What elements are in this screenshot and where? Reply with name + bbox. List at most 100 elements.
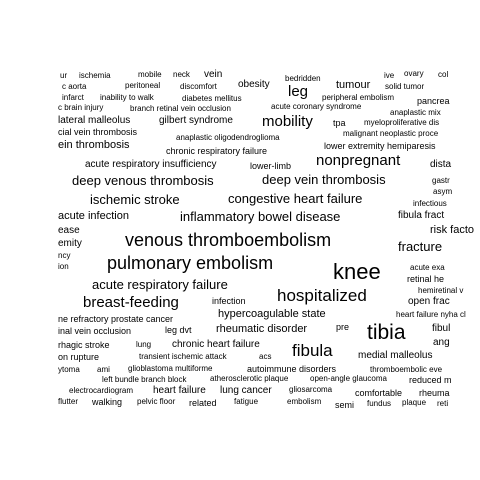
word-cloud-term: fatigue <box>234 397 259 406</box>
word-cloud-term: discomfort <box>180 82 217 91</box>
word-cloud-term: ne refractory prostate cancer <box>58 314 174 324</box>
word-cloud-term: inflammatory bowel disease <box>180 209 341 224</box>
word-cloud-term: hypercoagulable state <box>218 308 326 320</box>
word-cloud-term: medial malleolus <box>358 350 433 361</box>
word-cloud-term: open-angle glaucoma <box>310 374 387 383</box>
word-cloud-term: tumour <box>336 79 371 91</box>
word-cloud-term: left bundle branch block <box>102 375 187 384</box>
word-cloud-term: semi <box>335 400 355 410</box>
word-cloud-term: ein thrombosis <box>58 139 130 151</box>
word-cloud-term: tpa <box>333 118 346 128</box>
word-cloud-term: walking <box>92 397 123 407</box>
word-cloud-term: ease <box>58 225 80 236</box>
word-cloud-term: chronic respiratory failure <box>166 146 268 156</box>
word-cloud-term: asym <box>433 187 453 196</box>
word-cloud-term: breast-feeding <box>83 294 179 311</box>
word-cloud-term: embolism <box>287 397 322 406</box>
word-cloud-term: fundus <box>367 399 392 408</box>
word-cloud-term: anaplastic mix <box>390 108 441 117</box>
word-cloud-term: inal vein occlusion <box>58 326 132 336</box>
word-cloud-term: acute coronary syndrome <box>271 102 362 111</box>
word-cloud-term: ncy <box>58 251 71 260</box>
word-cloud-term: rheuma <box>419 388 450 398</box>
word-cloud-term: related <box>189 398 217 408</box>
word-cloud-term: on rupture <box>58 352 100 362</box>
word-cloud-term: lower-limb <box>250 161 292 171</box>
word-cloud-term: cial vein thrombosis <box>58 127 138 137</box>
word-cloud-term: acs <box>259 352 272 361</box>
word-cloud-term: mobility <box>262 113 313 130</box>
word-cloud-term: congestive heart failure <box>228 191 363 206</box>
word-cloud-term: c brain injury <box>58 103 104 112</box>
word-cloud-term: acute respiratory failure <box>92 277 228 292</box>
word-cloud-term: leg <box>288 83 309 100</box>
word-cloud-term: atherosclerotic plaque <box>210 374 289 383</box>
word-cloud-term: ovary <box>404 69 424 78</box>
word-cloud-term: ur <box>60 71 68 80</box>
word-cloud-term: reduced m <box>409 375 452 385</box>
word-cloud-term: lower extremity hemiparesis <box>324 141 436 151</box>
word-cloud-term: fibula <box>292 341 333 360</box>
word-cloud-term: retinal he <box>407 274 445 284</box>
word-cloud-term: vein <box>204 69 223 80</box>
word-cloud-term: malignant neoplastic proce <box>343 129 439 138</box>
word-cloud-term: leg dvt <box>165 325 192 335</box>
word-cloud-term: ischemic stroke <box>90 192 180 207</box>
word-cloud-term: fracture <box>398 239 443 254</box>
word-cloud-term: acute respiratory insufficiency <box>85 159 217 170</box>
word-cloud-term: gilbert syndrome <box>159 115 233 126</box>
word-cloud-term: open frac <box>408 296 450 307</box>
word-cloud-term: venous thromboembolism <box>125 230 332 250</box>
word-cloud-term: infectious <box>413 199 447 208</box>
word-cloud-term: acute exa <box>410 263 445 272</box>
word-cloud-term: infarct <box>62 93 84 102</box>
word-cloud-term: infection <box>212 296 246 306</box>
word-cloud-term: myeloproliferative dis <box>364 118 440 127</box>
word-cloud-term: transient ischemic attack <box>139 352 227 361</box>
word-cloud-term: peritoneal <box>125 81 161 90</box>
word-cloud-term: peripheral embolism <box>322 93 395 102</box>
word-cloud-term: glioblastoma multiforme <box>128 364 213 373</box>
word-cloud-term: fibula fract <box>398 210 445 221</box>
word-cloud-term: inability to walk <box>100 93 154 102</box>
word-cloud-term: heart failure <box>153 385 206 396</box>
word-cloud-term: gastr <box>432 176 450 185</box>
word-cloud-term: hospitalized <box>277 286 367 305</box>
word-cloud-term: fibul <box>432 323 451 334</box>
word-cloud-term: rheumatic disorder <box>216 323 308 335</box>
word-cloud-term: obesity <box>238 79 270 90</box>
word-cloud-term: nonpregnant <box>316 152 401 169</box>
word-cloud-term: autoimmune disorders <box>247 364 337 374</box>
word-cloud-term: col <box>438 70 449 79</box>
word-cloud-term: dista <box>430 159 452 170</box>
word-cloud-term: neck <box>173 70 190 79</box>
word-cloud-term: knee <box>333 259 381 284</box>
word-cloud-term: lung <box>136 340 152 349</box>
word-cloud-term: heart failure nyha cl <box>396 310 466 319</box>
word-cloud-term: chronic heart failure <box>172 339 260 350</box>
word-cloud-term: gliosarcoma <box>289 385 333 394</box>
word-cloud-term: ischemia <box>79 71 111 80</box>
word-cloud-term: acute infection <box>58 210 129 222</box>
word-cloud-term: pancrea <box>417 96 450 106</box>
word-cloud-term: tibia <box>367 321 406 344</box>
word-cloud-term: electrocardiogram <box>69 386 134 395</box>
word-cloud-term: hemiretinal v <box>418 286 464 295</box>
word-cloud-term: ytoma <box>58 365 80 374</box>
word-cloud-term: ion <box>58 262 69 271</box>
word-cloud-term: ang <box>433 337 450 348</box>
word-cloud-term: pelvic floor <box>137 397 176 406</box>
word-cloud-term: reti <box>437 399 449 408</box>
word-cloud-term: thromboembolic eve <box>370 365 443 374</box>
word-cloud-term: lung cancer <box>220 385 272 396</box>
word-cloud-term: c aorta <box>62 82 87 91</box>
word-cloud-term: solid tumor <box>385 82 425 91</box>
word-cloud-term: comfortable <box>355 388 403 398</box>
word-cloud-term: flutter <box>58 397 79 406</box>
word-cloud-term: ive <box>384 71 395 80</box>
word-cloud-term: bedridden <box>285 74 321 83</box>
word-cloud-term: lateral malleolus <box>58 115 131 126</box>
word-cloud-term: pulmonary embolism <box>107 253 274 273</box>
word-cloud-term: branch retinal vein occlusion <box>130 104 231 113</box>
